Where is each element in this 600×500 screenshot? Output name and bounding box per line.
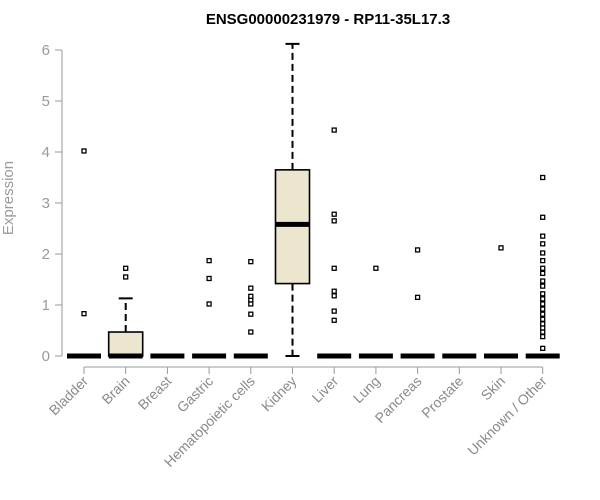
- outlier-point: [540, 214, 546, 220]
- outlier-point: [331, 317, 337, 323]
- box-lung: [358, 265, 393, 359]
- outlier-point: [498, 245, 504, 251]
- outlier-point: [540, 250, 546, 256]
- x-tick-label: Lung: [350, 373, 383, 406]
- y-tick-label: 2: [42, 246, 50, 263]
- y-tick-label: 5: [42, 93, 50, 110]
- outlier-point: [248, 311, 254, 317]
- box-body: [107, 331, 144, 357]
- box-brain: [107, 265, 144, 359]
- x-tick-label: Bladder: [46, 373, 92, 419]
- outlier-point: [540, 325, 546, 331]
- outlier-point: [540, 291, 546, 297]
- x-tick-label: Prostate: [418, 373, 466, 421]
- outlier-point: [540, 333, 546, 340]
- outlier-point: [540, 278, 546, 284]
- chart-title: ENSG00000231979 - RP11-35L17.3: [206, 11, 450, 28]
- x-tick-label: Unknown / Other: [464, 373, 550, 459]
- y-tick-label: 4: [42, 144, 50, 161]
- outlier-point: [123, 265, 129, 271]
- outlier-point: [540, 233, 546, 239]
- outlier-point: [540, 316, 546, 322]
- box-kidney: [274, 42, 311, 357]
- y-axis-label: Expression: [0, 161, 17, 235]
- y-tick-label: 3: [42, 195, 50, 212]
- outlier-point: [331, 211, 337, 217]
- box-unknown-other: [525, 174, 560, 359]
- x-tick-label: Breast: [135, 373, 175, 413]
- outlier-point: [248, 258, 254, 265]
- outlier-point: [331, 265, 337, 271]
- outlier-point: [248, 301, 254, 307]
- y-tick-label: 6: [42, 42, 50, 59]
- outlier-point: [414, 247, 421, 253]
- outlier-point: [540, 311, 546, 317]
- outlier-point: [206, 275, 212, 282]
- x-tick-label: Liver: [309, 373, 342, 406]
- box-pancreas: [400, 247, 435, 359]
- box-hematopoietic-cells: [233, 258, 268, 359]
- outlier-point: [331, 218, 337, 224]
- outlier-point: [540, 296, 546, 302]
- outlier-point: [248, 285, 254, 291]
- outlier-point: [540, 301, 546, 307]
- outlier-point: [540, 174, 546, 181]
- outlier-point: [331, 308, 337, 314]
- box-gastric: [192, 257, 227, 359]
- outlier-point: [540, 270, 546, 277]
- box-bladder: [67, 148, 101, 359]
- outlier-point: [81, 148, 87, 154]
- outlier-point: [540, 241, 546, 247]
- outlier-point: [206, 301, 212, 307]
- outlier-point: [123, 274, 129, 280]
- outlier-point: [540, 329, 546, 335]
- outlier-point: [414, 294, 421, 301]
- x-tick-label: Skin: [478, 373, 509, 404]
- x-tick-label: Brain: [98, 373, 132, 407]
- outlier-point: [540, 265, 546, 271]
- outlier-point: [331, 288, 337, 294]
- box-skin: [484, 245, 518, 359]
- outlier-point: [540, 321, 546, 327]
- y-axis: 0 1 2 3 4 5 6: [42, 42, 63, 365]
- outlier-point: [373, 265, 379, 271]
- outlier-point: [540, 257, 546, 264]
- box-liver: [317, 127, 352, 359]
- outlier-point: [248, 293, 254, 299]
- outlier-point: [248, 329, 254, 335]
- outlier-point: [540, 306, 546, 312]
- x-tick-label: Kidney: [258, 373, 300, 415]
- outlier-point: [331, 127, 337, 133]
- outlier-point: [81, 311, 87, 317]
- outlier-point: [540, 283, 546, 289]
- y-tick-label: 1: [42, 297, 50, 314]
- outlier-point: [206, 257, 212, 264]
- outlier-point: [331, 293, 337, 299]
- plot-area: [67, 42, 560, 359]
- outlier-point: [540, 345, 546, 352]
- y-tick-label: 0: [42, 348, 50, 365]
